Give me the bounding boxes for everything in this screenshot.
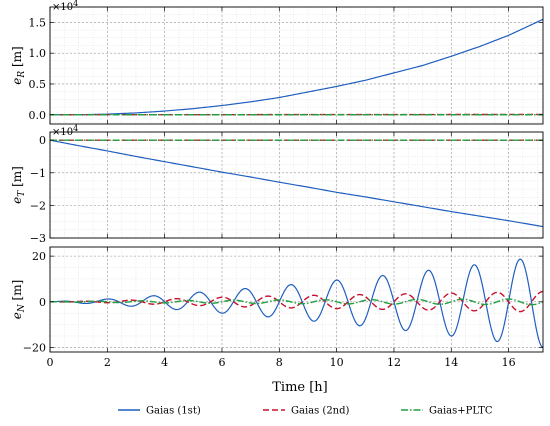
series-group: [50, 258, 543, 348]
series-group: [50, 18, 543, 116]
y-tick-label: 1.0: [29, 47, 47, 60]
y-tick-label: 1.5: [29, 16, 47, 29]
x-tick-label: 4: [161, 356, 168, 369]
y-tick-label: 0: [39, 134, 46, 147]
series-line-gaias-1st-: [50, 139, 543, 228]
x-tick-label: 14: [444, 356, 458, 369]
x-tick-label: 10: [330, 356, 344, 369]
panels-group: 0.0 0.5 1.0 1.5 ×104 eR [m] 0 −1 −2 −3 ×104 eT [m] 2…: [10, 0, 544, 354]
panel-1: 0.0 0.5 1.0 1.5 ×104 eR [m]: [10, 0, 544, 125]
legend-label-1: Gaias (1st): [146, 406, 201, 417]
y-axis-label: eN [m]: [10, 280, 27, 320]
panel-frame: [49, 6, 544, 125]
x-tick-label: 0: [47, 356, 54, 369]
legend: Gaias (1st) Gaias (2nd) Gaias+PLTC: [118, 406, 493, 417]
y-tick-label: −3: [30, 232, 46, 245]
y-tick-label: −2: [30, 199, 46, 212]
x-tick-label: 8: [276, 356, 283, 369]
y-tick-label: 0.5: [29, 78, 47, 91]
exponent-label: ×104: [52, 0, 78, 13]
legend-label-3: Gaias+PLTC: [429, 406, 493, 417]
x-tick-label: 16: [502, 356, 516, 369]
legend-label-2: Gaias (2nd): [291, 406, 350, 417]
x-axis-label: Time [h]: [272, 380, 328, 395]
y-tick-label: 0: [39, 296, 46, 309]
panel-frame: [49, 246, 544, 353]
y-tick-label: 20: [32, 250, 46, 263]
y-axis-label: eR [m]: [10, 46, 27, 84]
y-tick-label: −20: [23, 341, 46, 354]
y-tick-label: 0.0: [29, 109, 47, 122]
series-line-gaias-1st-: [50, 258, 543, 348]
x-tick-label: 2: [104, 356, 111, 369]
series-line-gaias-2nd-: [50, 290, 543, 313]
panel-frame: [49, 131, 544, 239]
panel-2: 0 −1 −2 −3 ×104 eT [m]: [10, 124, 544, 245]
series-group: [50, 139, 543, 228]
y-axis-label: eT [m]: [10, 166, 27, 204]
x-tick-label: 12: [387, 356, 401, 369]
series-line-gaias-pltc: [50, 298, 543, 306]
x-tick-label: 6: [218, 356, 225, 369]
exponent-label: ×104: [52, 124, 78, 138]
series-line-gaias-1st-: [50, 18, 543, 116]
panel-3: 20 0 −20 eN [m]: [10, 246, 544, 354]
y-tick-label: −1: [30, 167, 46, 180]
x-axis: 0 2 4 6 8 10 12 14 16: [47, 356, 516, 369]
